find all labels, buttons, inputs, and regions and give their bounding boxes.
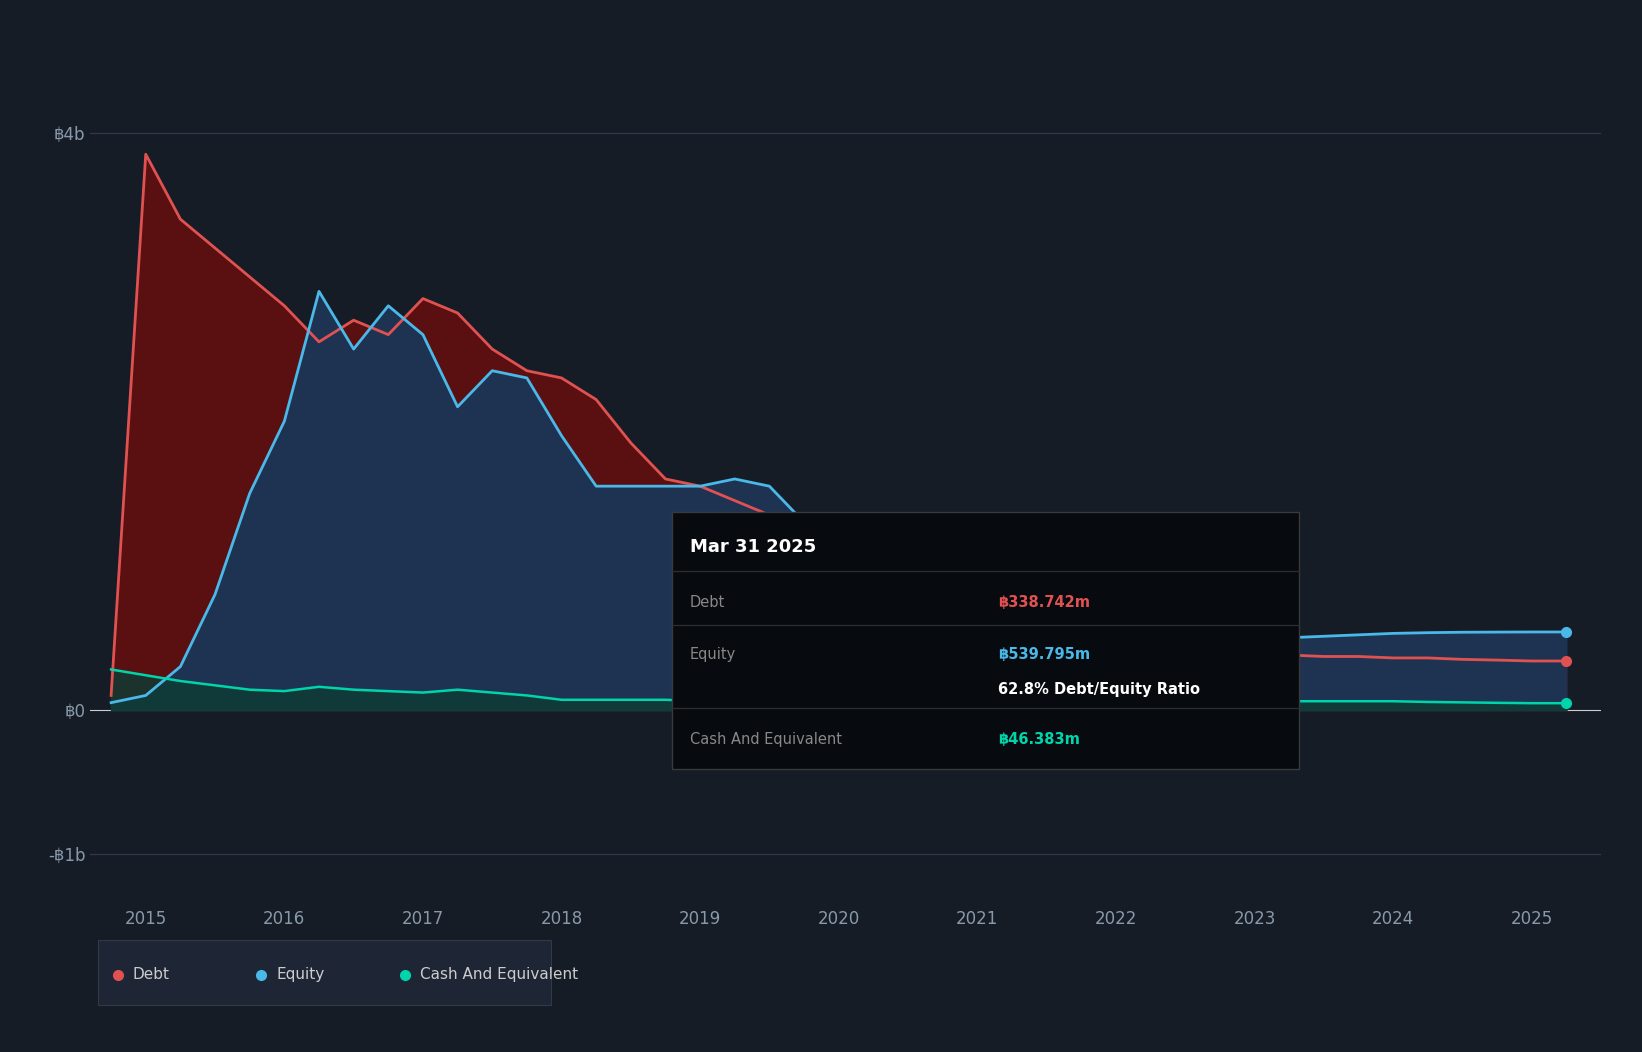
Text: Mar 31 2025: Mar 31 2025 [690,538,816,557]
Text: ฿539.795m: ฿539.795m [998,647,1090,662]
Text: Equity: Equity [690,647,736,662]
Text: ฿338.742m: ฿338.742m [998,594,1090,610]
Text: Debt: Debt [133,967,169,983]
Text: Debt: Debt [690,594,726,610]
Text: 62.8% Debt/Equity Ratio: 62.8% Debt/Equity Ratio [998,682,1200,697]
Text: ฿46.383m: ฿46.383m [998,732,1080,747]
Text: Equity: Equity [276,967,325,983]
FancyBboxPatch shape [99,939,552,1005]
FancyBboxPatch shape [672,512,1299,769]
Text: Cash And Equivalent: Cash And Equivalent [420,967,578,983]
Text: Cash And Equivalent: Cash And Equivalent [690,732,842,747]
